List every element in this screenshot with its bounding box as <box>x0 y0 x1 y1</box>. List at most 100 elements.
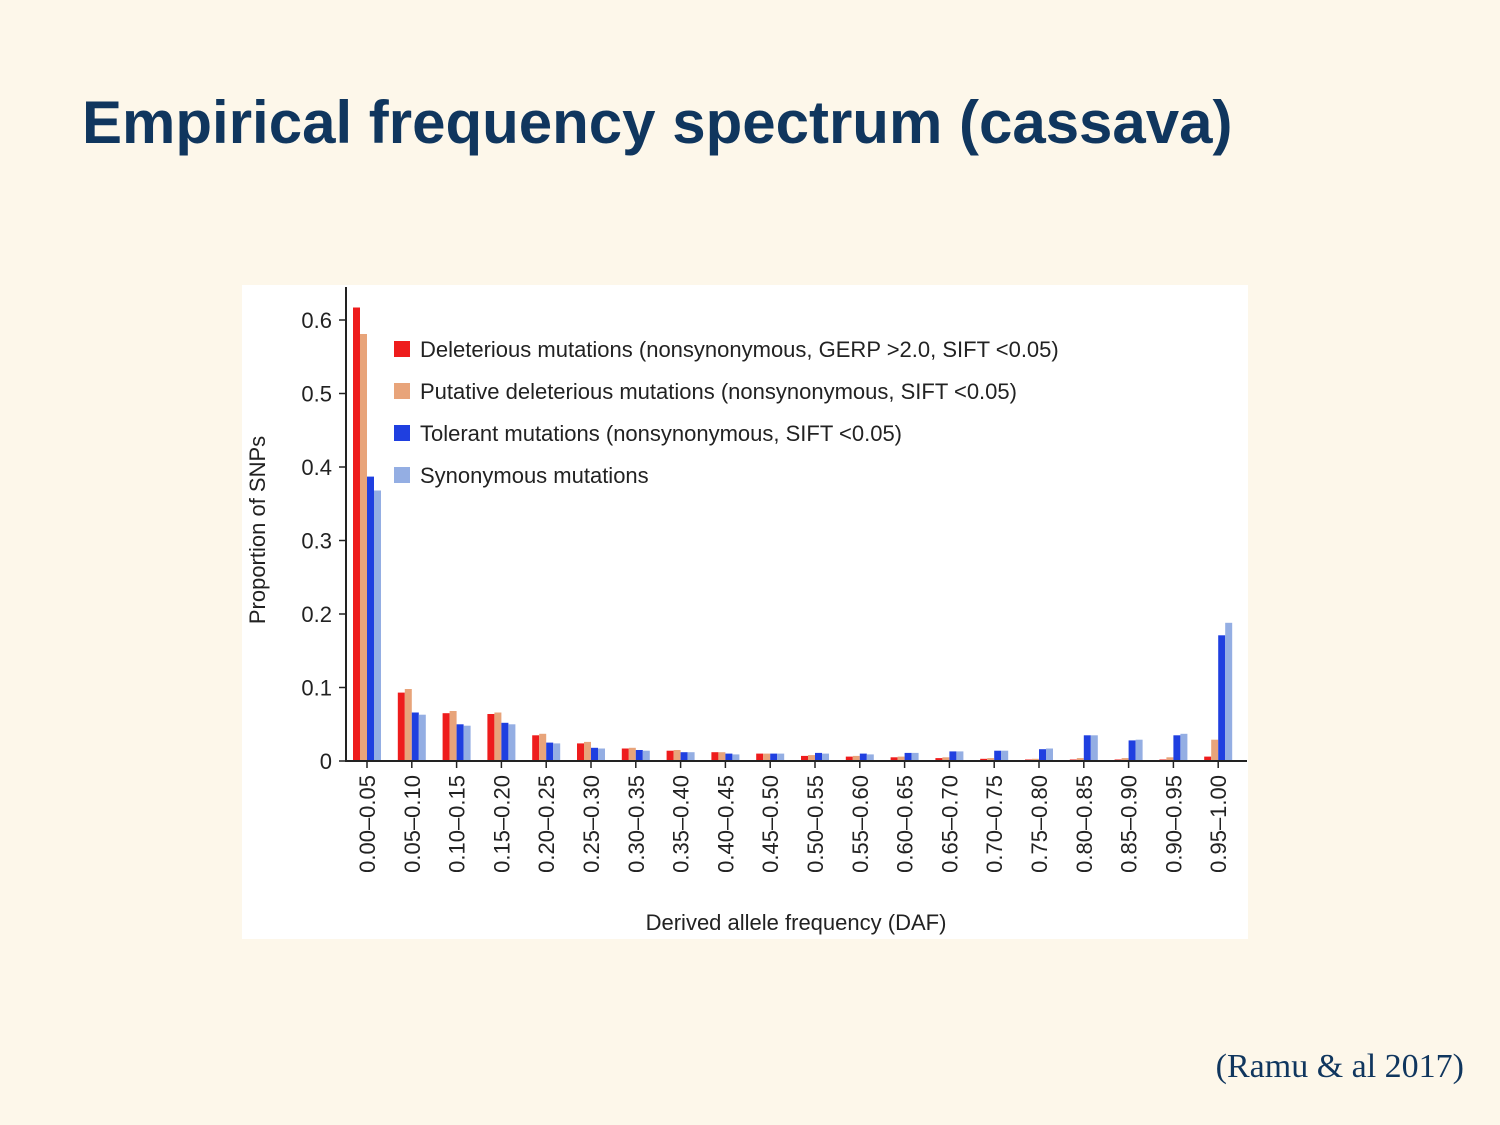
slide-title: Empirical frequency spectrum (cassava) <box>82 89 1233 156</box>
bar-2-15 <box>987 758 995 761</box>
y-tick-label: 0.1 <box>301 676 332 701</box>
y-tick-label: 0.3 <box>301 529 332 554</box>
bar-3-11 <box>815 752 822 761</box>
x-tick-label: 0.45–0.50 <box>758 775 783 873</box>
x-tick-label: 0.20–0.25 <box>534 775 559 873</box>
bar-3-6 <box>591 747 598 761</box>
bar-3-10 <box>770 753 778 761</box>
bar-1-15 <box>980 758 988 761</box>
bar-1-4 <box>487 714 495 761</box>
bar-1-14 <box>935 758 943 761</box>
bar-4-15 <box>1001 750 1009 761</box>
bar-4-10 <box>777 753 785 761</box>
bar-1-11 <box>801 755 808 761</box>
bar-4-9 <box>732 754 740 761</box>
bar-3-18 <box>1128 740 1136 761</box>
bar-2-19 <box>1166 757 1174 761</box>
bar-1-1 <box>353 307 360 761</box>
bar-1-10 <box>756 753 764 761</box>
bars-layer <box>353 307 1233 762</box>
legend-swatch-1 <box>394 341 410 357</box>
x-tick-label: 0.25–0.30 <box>579 775 604 873</box>
y-tick-label: 0 <box>320 749 332 774</box>
bar-1-7 <box>621 748 629 761</box>
bar-4-17 <box>1090 735 1098 761</box>
bar-2-6 <box>584 741 591 761</box>
bar-3-14 <box>949 751 957 761</box>
bar-3-5 <box>546 742 554 761</box>
legend-label-3: Tolerant mutations (nonsynonymous, SIFT … <box>420 421 902 446</box>
bar-2-5 <box>539 733 547 761</box>
legend-label-1: Deleterious mutations (nonsynonymous, GE… <box>420 337 1059 362</box>
bar-3-13 <box>904 752 912 761</box>
legend-swatch-3 <box>394 425 410 441</box>
bar-2-12 <box>852 755 860 761</box>
bar-4-13 <box>911 752 919 761</box>
bar-2-11 <box>808 755 815 761</box>
y-ticks-layer: 0 0.1 0.2 0.3 0.4 0.5 0.6 <box>301 308 346 774</box>
bar-2-20 <box>1211 739 1219 761</box>
y-tick-label: 0.5 <box>301 382 332 407</box>
y-tick-label: 0.2 <box>301 602 332 627</box>
bar-2-9 <box>718 752 726 761</box>
chart-panel: 0 0.1 0.2 0.3 0.4 0.5 0.6 0.00–0.05 0.05–0.10 0.… <box>242 285 1248 939</box>
bar-4-2 <box>418 714 426 761</box>
bar-4-19 <box>1180 733 1188 761</box>
x-tick-label: 0.00–0.05 <box>355 775 380 873</box>
x-tick-label: 0.55–0.60 <box>848 775 873 873</box>
x-tick-label: 0.90–0.95 <box>1161 775 1186 873</box>
bar-3-2 <box>411 712 419 761</box>
bar-2-4 <box>494 712 502 761</box>
x-tick-label: 0.10–0.15 <box>445 775 470 873</box>
bar-3-15 <box>994 750 1002 761</box>
bar-2-7 <box>628 747 636 761</box>
legend-label-2: Putative deleterious mutations (nonsynon… <box>420 379 1017 404</box>
bar-3-7 <box>635 750 643 761</box>
bar-1-6 <box>577 743 584 761</box>
bar-3-9 <box>725 753 733 761</box>
legend: Deleterious mutations (nonsynonymous, GE… <box>394 337 1059 488</box>
bar-2-10 <box>763 753 771 761</box>
bar-2-17 <box>1076 758 1084 761</box>
bar-4-20 <box>1225 622 1233 761</box>
bar-1-2 <box>397 692 405 761</box>
bar-1-13 <box>890 757 898 761</box>
bar-3-19 <box>1173 735 1181 761</box>
y-tick-label: 0.4 <box>301 455 332 480</box>
bar-3-8 <box>680 752 688 761</box>
bar-4-18 <box>1135 739 1143 761</box>
bar-3-4 <box>501 722 509 761</box>
bar-4-6 <box>598 748 605 761</box>
x-tick-label: 0.50–0.55 <box>803 775 828 873</box>
bar-4-14 <box>956 751 964 761</box>
bar-chart: 0 0.1 0.2 0.3 0.4 0.5 0.6 0.00–0.05 0.05–0.10 0.… <box>245 287 1247 935</box>
bar-4-1 <box>374 490 381 761</box>
citation: (Ramu & al 2017) <box>1215 1048 1464 1085</box>
x-tick-label: 0.60–0.65 <box>893 775 918 873</box>
bar-1-20 <box>1204 756 1212 761</box>
bar-3-3 <box>456 724 464 762</box>
x-tick-label: 0.15–0.20 <box>489 775 514 873</box>
bar-1-5 <box>532 735 540 761</box>
bar-1-8 <box>666 750 674 761</box>
x-tick-label: 0.70–0.75 <box>982 775 1007 873</box>
x-axis-label: Derived allele frequency (DAF) <box>646 910 947 935</box>
bar-2-18 <box>1121 758 1129 761</box>
bar-2-14 <box>942 757 950 761</box>
x-tick-label: 0.05–0.10 <box>400 775 425 873</box>
bar-3-20 <box>1218 635 1226 761</box>
bar-4-16 <box>1046 748 1053 761</box>
x-tick-label: 0.75–0.80 <box>1027 775 1052 873</box>
x-tick-label: 0.95–1.00 <box>1206 775 1231 873</box>
bar-1-9 <box>711 752 719 761</box>
bar-2-13 <box>897 756 905 761</box>
legend-label-4: Synonymous mutations <box>420 463 649 488</box>
x-tick-label: 0.35–0.40 <box>669 775 694 873</box>
y-tick-label: 0.6 <box>301 308 332 333</box>
bar-1-3 <box>442 713 450 761</box>
bar-4-8 <box>687 752 695 761</box>
bar-3-1 <box>367 476 374 761</box>
axes-layer <box>345 287 1247 762</box>
bar-3-12 <box>859 753 867 761</box>
bar-3-17 <box>1083 735 1091 761</box>
